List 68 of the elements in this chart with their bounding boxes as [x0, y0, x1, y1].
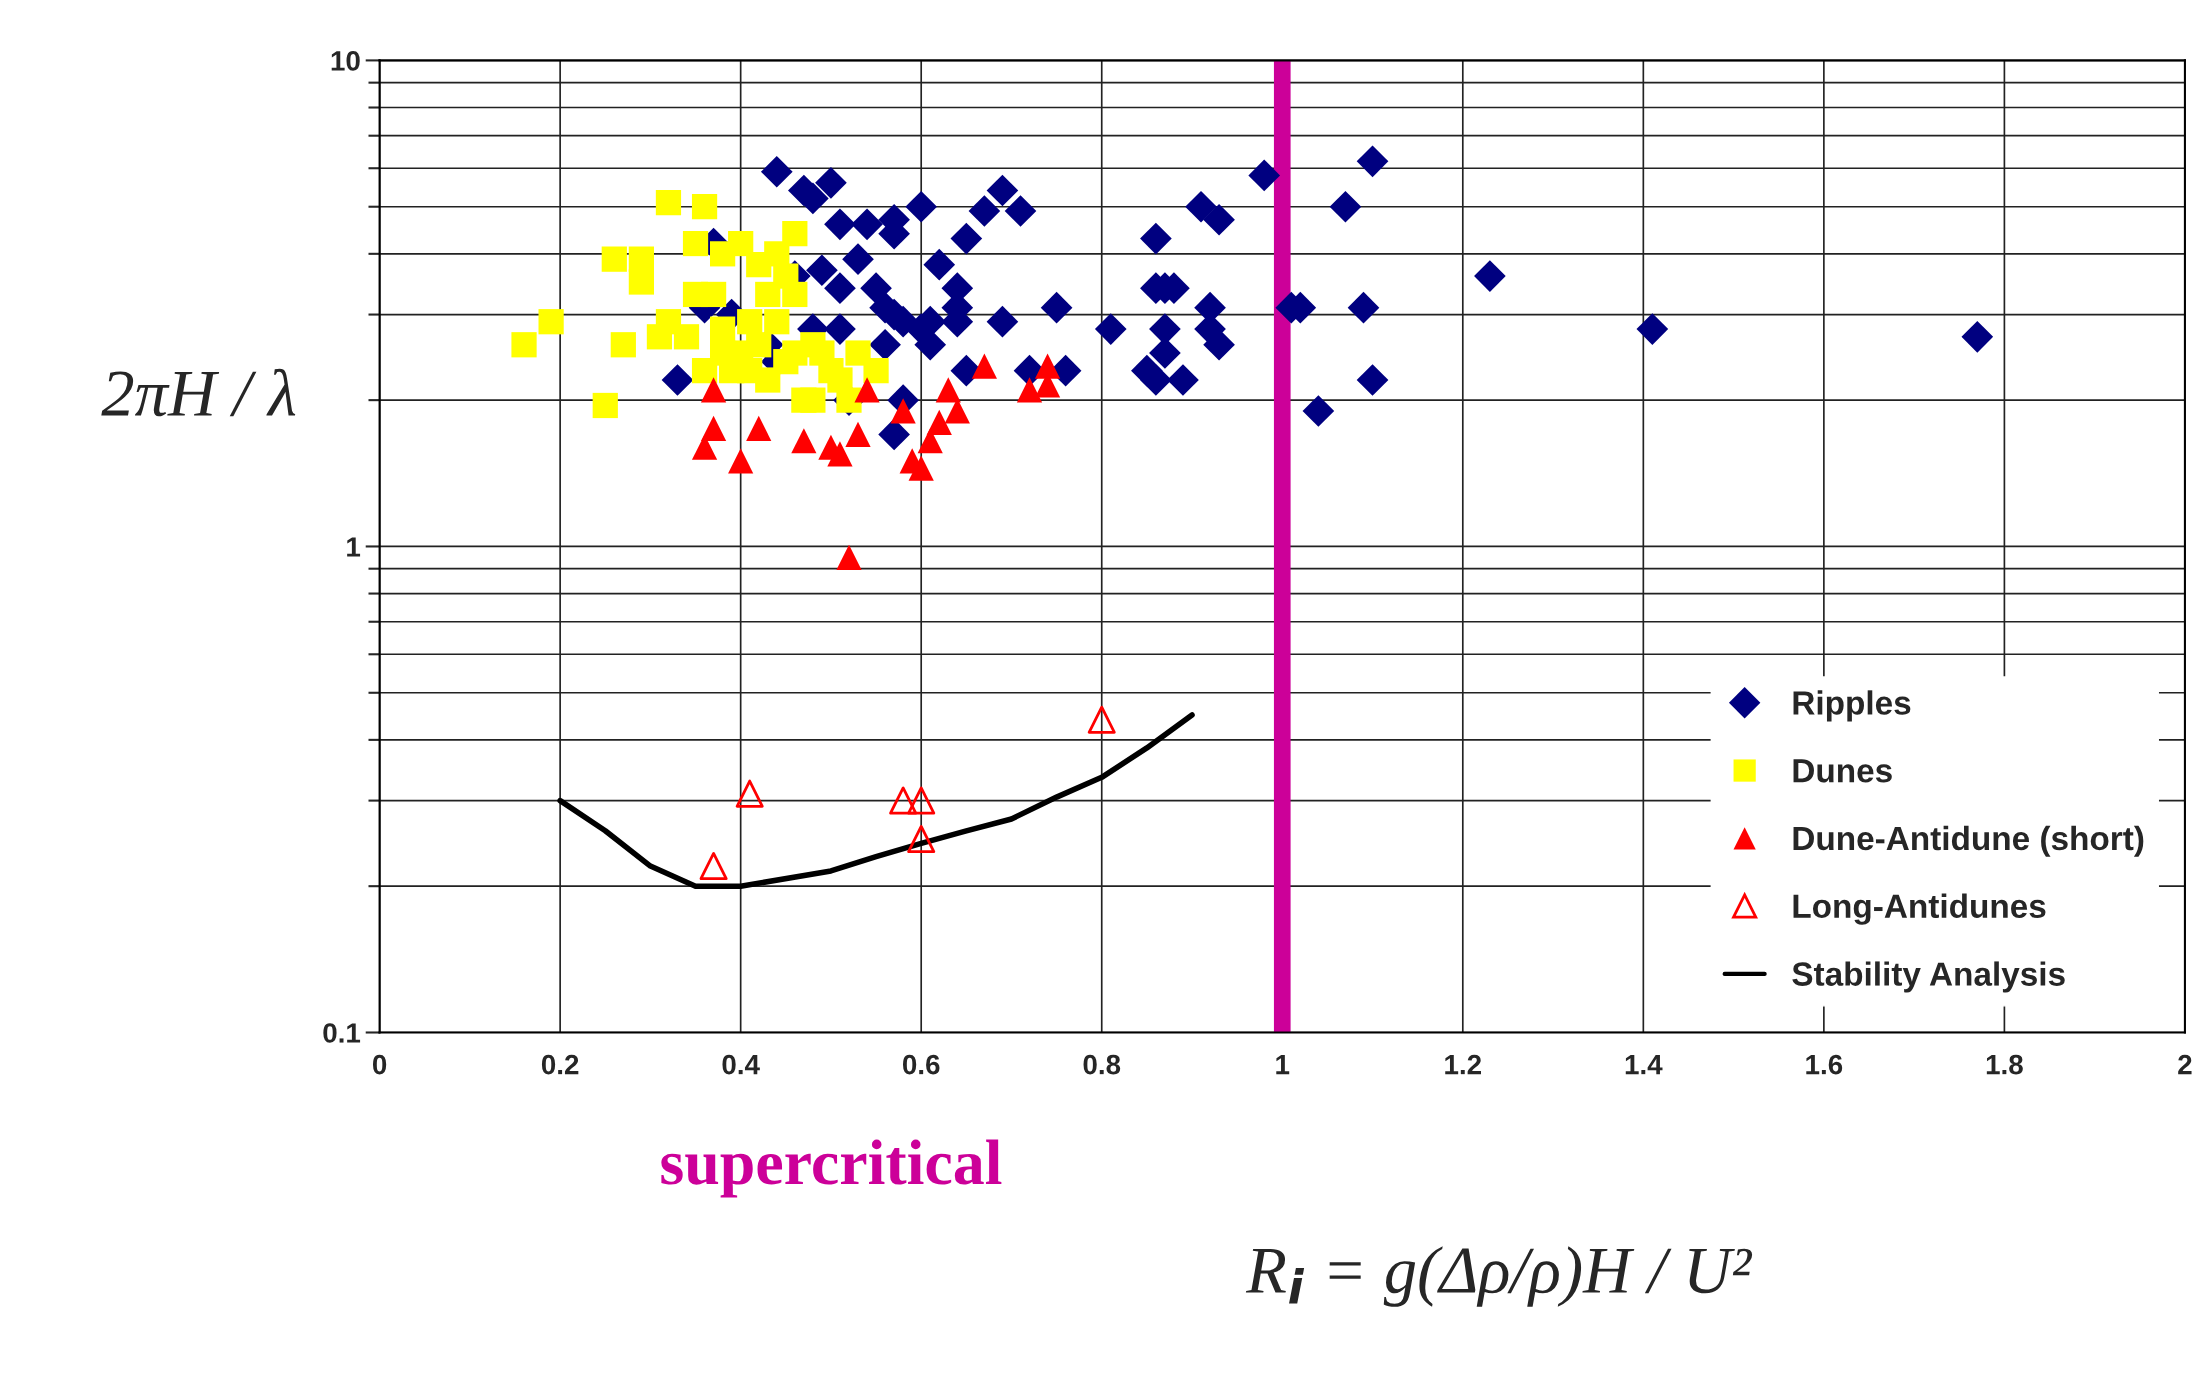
x-tick-label: 0.2 [541, 1054, 579, 1075]
point [655, 189, 682, 216]
point [935, 377, 961, 403]
point [1016, 377, 1043, 403]
point [700, 377, 727, 403]
x-tick-label: 0 [372, 1054, 387, 1075]
point [890, 398, 916, 424]
x-axis-title: R$_{i}$ = g(Δρ/ρ)H / U² [1245, 1246, 1753, 1307]
point [908, 455, 934, 481]
point [1034, 353, 1061, 379]
text: supercritical [661, 1139, 1002, 1198]
x-tick-label: 0.6 [902, 1054, 940, 1075]
point [673, 324, 700, 350]
y-tick-label: 0.1 [323, 1023, 361, 1043]
x-tick-label: 1 [1276, 1055, 1290, 1075]
point [728, 230, 754, 257]
point [628, 269, 654, 295]
point [691, 434, 718, 460]
point [889, 786, 918, 815]
point [592, 392, 618, 419]
point [538, 309, 564, 335]
x-tick-label: 0.4 [722, 1054, 760, 1075]
point [746, 415, 772, 441]
point [907, 825, 936, 854]
point [699, 852, 728, 881]
x-tick-label: 2 [2178, 1054, 2192, 1075]
point [764, 309, 790, 335]
point [728, 448, 754, 474]
point [827, 441, 853, 467]
point [691, 194, 718, 220]
point [791, 428, 817, 454]
point [737, 358, 763, 384]
point [735, 779, 764, 808]
point [700, 415, 727, 441]
point [755, 281, 781, 308]
point [710, 316, 736, 342]
x-tick-label: 1.6 [1806, 1054, 1843, 1075]
point [863, 358, 889, 384]
y-tick-label: 1 [347, 537, 361, 557]
point [854, 377, 880, 403]
point [601, 246, 627, 272]
x-tick-label: 0.8 [1083, 1054, 1121, 1075]
y-axis-title: 2πH / λ [101, 368, 296, 417]
legend-label: Stability Analysis [1792, 961, 2065, 993]
legend-label: Ripples [1793, 690, 1911, 722]
point [746, 332, 772, 358]
point [610, 332, 636, 358]
x-tick-label: 1.2 [1445, 1054, 1481, 1075]
legend-label: Dunes [1793, 759, 1892, 783]
y-tick-label: 10 [331, 51, 360, 71]
point [682, 230, 709, 257]
point [845, 421, 871, 448]
point [845, 340, 871, 366]
legend-label: Long-Antidunes [1793, 893, 2046, 925]
point [926, 409, 952, 435]
point [700, 281, 727, 308]
x-tick-label: 1.8 [1986, 1054, 2023, 1075]
point [836, 544, 862, 570]
x-tick-label: 1.4 [1625, 1055, 1663, 1075]
point [511, 332, 537, 358]
point [737, 309, 763, 335]
point [782, 281, 808, 308]
point [907, 786, 936, 815]
point [782, 221, 808, 247]
legend-label: Dune-Antidune (short) [1793, 825, 2144, 857]
point [971, 353, 997, 379]
point [800, 387, 826, 413]
point [1087, 705, 1116, 734]
